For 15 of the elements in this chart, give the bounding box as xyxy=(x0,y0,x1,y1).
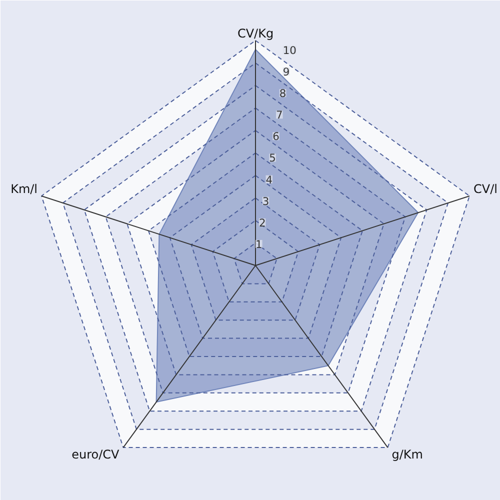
y-tick-label: 6 xyxy=(272,130,280,144)
spoke-label: CV/l xyxy=(473,182,498,196)
y-tick-label: 3 xyxy=(262,194,270,208)
y-tick-label: 7 xyxy=(276,108,283,122)
spoke-label: Km/l xyxy=(10,182,38,196)
y-tick-label: 5 xyxy=(269,152,276,165)
spoke-label: CV/Kg xyxy=(237,26,274,40)
spoke-label: euro/CV xyxy=(72,448,120,462)
y-tick-label: 8 xyxy=(279,87,286,100)
y-tick-label: 4 xyxy=(266,173,273,186)
spoke-label: g/Km xyxy=(392,448,423,462)
y-tick-label: 9 xyxy=(282,65,290,78)
y-tick-label: 10 xyxy=(282,44,297,57)
y-tick-label: 2 xyxy=(258,216,266,230)
y-tick-label: 1 xyxy=(256,238,262,251)
